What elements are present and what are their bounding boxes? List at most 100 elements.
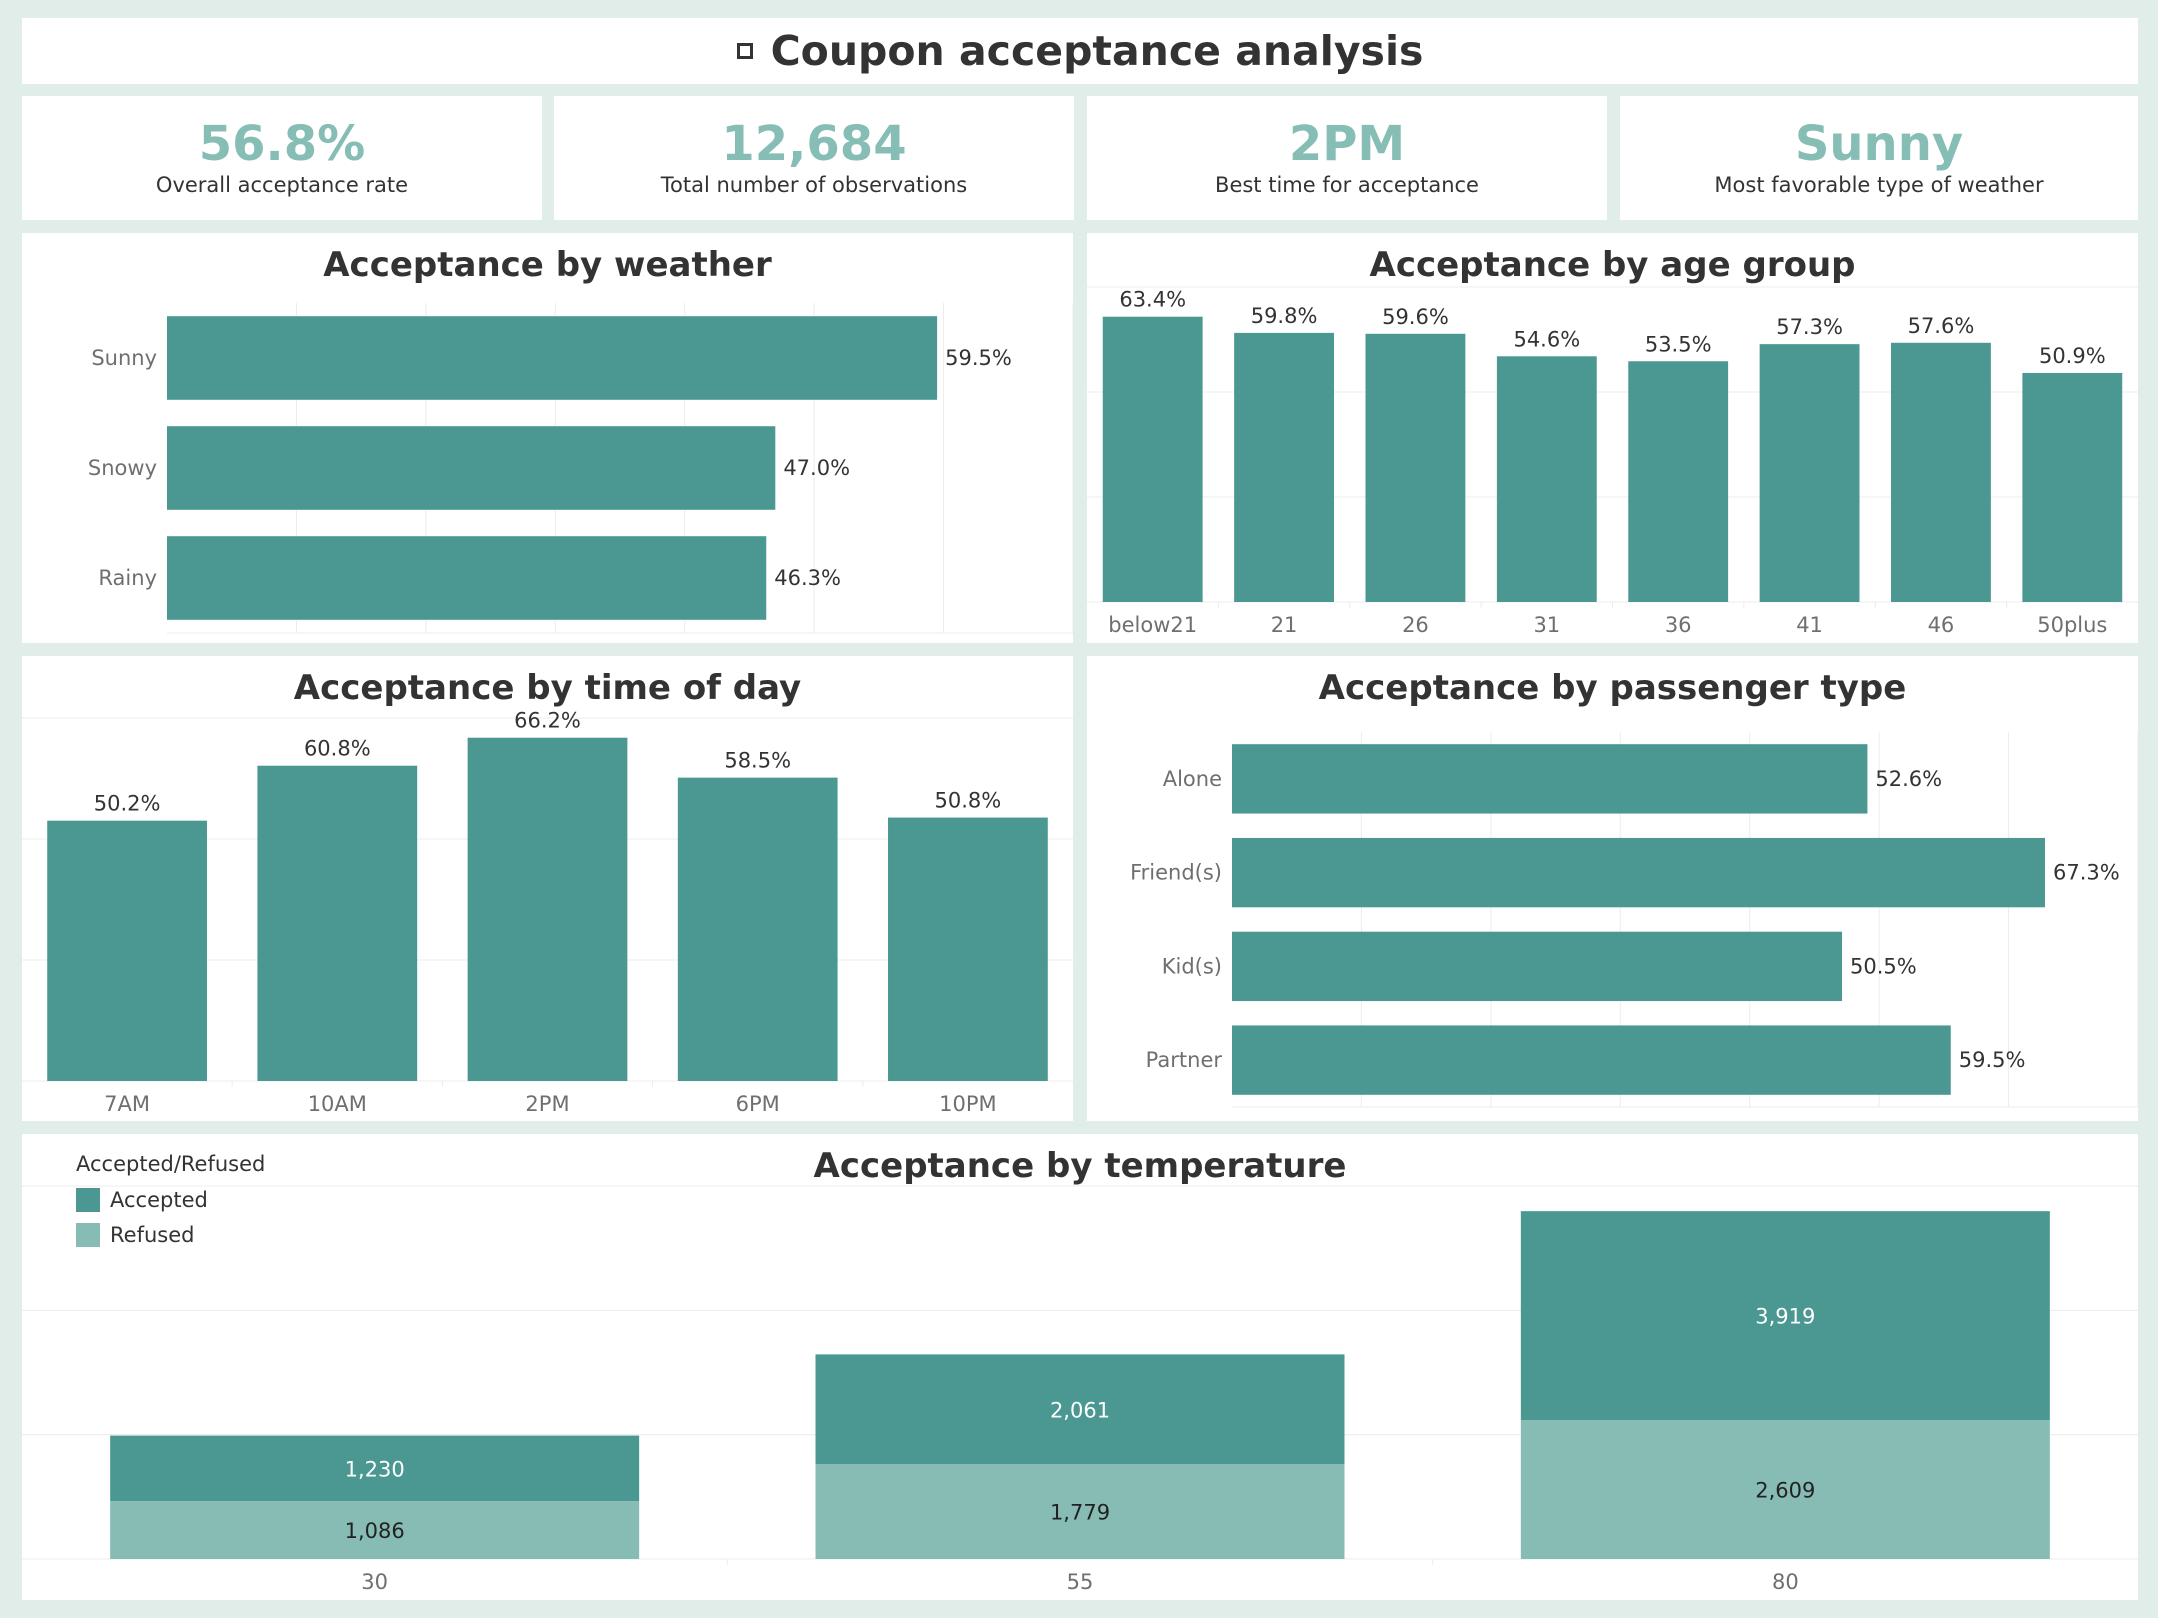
kpi-label: Overall acceptance rate xyxy=(155,173,409,198)
data-label: 2,609 xyxy=(1755,1478,1815,1502)
category-label: Partner xyxy=(1146,1048,1223,1072)
category-label: 6PM xyxy=(736,1092,780,1116)
bar xyxy=(257,765,418,1081)
category-label: 26 xyxy=(1402,613,1429,637)
data-label: 66.2% xyxy=(514,709,581,733)
chart-title: Acceptance by passenger type xyxy=(1318,668,1907,708)
data-label: 1,086 xyxy=(345,1519,405,1543)
bar xyxy=(1628,361,1729,602)
bar xyxy=(1232,931,1843,1002)
bar xyxy=(167,536,767,620)
legend: Accepted/Refused Accepted Refused xyxy=(76,1152,265,1252)
category-label: 30 xyxy=(361,1570,388,1594)
legend-item-accepted[interactable]: Accepted xyxy=(76,1182,265,1217)
chart-title: Acceptance by weather xyxy=(323,245,772,285)
data-label: 57.3% xyxy=(1776,315,1843,339)
bar xyxy=(1891,342,1991,602)
legend-label: Accepted xyxy=(110,1187,208,1212)
category-label: 41 xyxy=(1796,613,1823,637)
category-label: 55 xyxy=(1067,1570,1094,1594)
bar xyxy=(1232,837,2045,908)
data-label: 59.8% xyxy=(1251,304,1318,328)
kpi-label: Best time for acceptance xyxy=(1215,173,1479,198)
category-label: 10AM xyxy=(308,1092,367,1116)
data-label: 58.5% xyxy=(724,749,791,773)
age-chart-panel: 63.4% below21 59.8% 21 59.6% 26 54.6% 31 53.5% 36… xyxy=(1087,233,2138,643)
data-label: 54.6% xyxy=(1513,327,1580,351)
kpi-best-weather: Sunny Most favorable type of weather xyxy=(1620,96,2138,220)
kpi-value: 56.8% xyxy=(198,115,366,172)
legend-swatch xyxy=(76,1187,100,1212)
kpi-label: Total number of observations xyxy=(660,173,968,198)
category-label: 80 xyxy=(1772,1570,1799,1594)
chart-title: Acceptance by time of day xyxy=(293,668,802,708)
bar xyxy=(1232,744,1868,814)
data-label: 59.5% xyxy=(1959,1048,2026,1072)
kpi-total-observations: 12,684 Total number of observations xyxy=(554,96,1074,220)
bar xyxy=(677,777,838,1081)
kpi-best-time: 2PM Best time for acceptance xyxy=(1087,96,1607,220)
data-label: 50.8% xyxy=(935,789,1002,813)
data-label: 3,919 xyxy=(1755,1305,1815,1329)
category-label: 31 xyxy=(1533,613,1560,637)
data-label: 53.5% xyxy=(1645,332,1712,356)
data-label: 47.0% xyxy=(783,456,850,480)
bar-segment-accepted xyxy=(815,1354,1345,1465)
kpi-acceptance-rate: 56.8% Overall acceptance rate xyxy=(22,96,542,220)
category-label: below21 xyxy=(1108,613,1197,637)
passenger-chart-panel: 52.6% Alone 67.3% Friend(s) 50.5% Kid(s) 59.5%… xyxy=(1087,656,2138,1121)
bar xyxy=(2022,372,2123,602)
weather-chart: 59.5% Sunny 47.0% Snowy 46.3% Rainy xyxy=(88,303,1073,634)
data-label: 63.4% xyxy=(1119,288,1186,312)
category-label: Sunny xyxy=(91,346,157,370)
bar-segment-accepted xyxy=(110,1435,640,1502)
bar xyxy=(1102,316,1203,602)
data-label: 59.5% xyxy=(945,346,1012,370)
category-label: 46 xyxy=(1928,613,1955,637)
age-chart: 63.4% below21 59.8% 21 59.6% 26 54.6% 31 53.5% 36… xyxy=(1087,286,2138,637)
data-label: 2,061 xyxy=(1050,1398,1110,1422)
bar-segment-refused xyxy=(815,1464,1345,1559)
bar xyxy=(47,820,207,1081)
bar xyxy=(167,316,938,400)
category-label: 10PM xyxy=(939,1092,997,1116)
category-label: Kid(s) xyxy=(1162,954,1222,978)
legend-label: Refused xyxy=(110,1222,195,1247)
data-label: 46.3% xyxy=(774,566,841,590)
time-chart-panel: 50.2% 7AM 60.8% 10AM 66.2% 2PM 58.5% 6PM 50.8% 10… xyxy=(22,656,1073,1121)
data-label: 1,779 xyxy=(1050,1501,1110,1525)
bar xyxy=(1234,332,1334,602)
category-label: 2PM xyxy=(525,1092,569,1116)
category-label: 7AM xyxy=(104,1092,150,1116)
legend-title: Accepted/Refused xyxy=(76,1152,266,1176)
data-label: 59.6% xyxy=(1382,305,1449,329)
dashboard-title: Coupon acceptance analysis xyxy=(736,27,1424,75)
dashboard-title-text: Coupon acceptance analysis xyxy=(770,27,1424,75)
data-label: 1,230 xyxy=(345,1457,405,1481)
bar xyxy=(467,737,628,1081)
kpi-value: 2PM xyxy=(1288,115,1406,172)
legend-item-refused[interactable]: Refused xyxy=(76,1217,265,1252)
data-label: 67.3% xyxy=(2053,861,2120,885)
category-label: Friend(s) xyxy=(1130,861,1222,885)
category-label: Rainy xyxy=(98,566,157,590)
bar-segment-refused xyxy=(1520,1419,2050,1559)
legend-swatch xyxy=(76,1222,100,1247)
temperature-chart-panel: 1,086 1,230 30 1,779 2,061 55 2,609 3,919 80 Acc… xyxy=(22,1134,2138,1600)
data-label: 57.6% xyxy=(1908,314,1975,338)
data-label: 50.5% xyxy=(1850,954,1917,978)
category-label: Alone xyxy=(1163,767,1222,791)
bar xyxy=(1232,1025,1951,1095)
weather-chart-panel: 59.5% Sunny 47.0% Snowy 46.3% Rainy Acceptanc… xyxy=(22,233,1073,643)
temperature-chart: 1,086 1,230 30 1,779 2,061 55 2,609 3,919 80 xyxy=(22,1185,2138,1594)
category-label: 50plus xyxy=(2037,613,2107,637)
bar xyxy=(1496,356,1597,602)
category-label: 21 xyxy=(1271,613,1298,637)
time-chart: 50.2% 7AM 60.8% 10AM 66.2% 2PM 58.5% 6PM 50.8% 10… xyxy=(22,709,1073,1116)
data-label: 50.9% xyxy=(2039,344,2106,368)
chart-title: Acceptance by temperature xyxy=(813,1146,1347,1186)
chart-title: Acceptance by age group xyxy=(1369,245,1856,285)
data-label: 50.2% xyxy=(94,792,161,816)
bar xyxy=(888,817,1048,1081)
data-label: 52.6% xyxy=(1875,767,1942,791)
